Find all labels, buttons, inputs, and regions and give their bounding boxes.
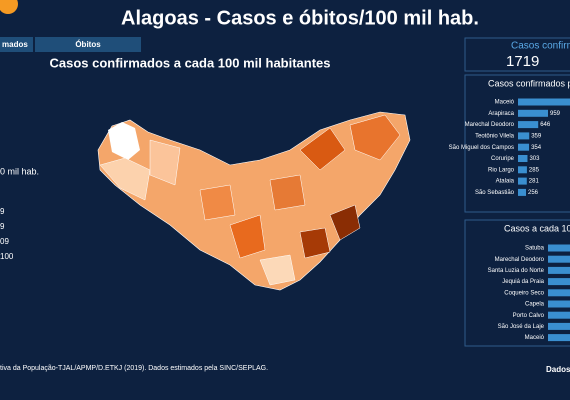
bar-value: 646 [540, 122, 551, 128]
logo [0, 0, 18, 14]
panel [464, 74, 570, 213]
bar [518, 109, 548, 117]
bar [548, 300, 570, 308]
bar-value: 359 [531, 133, 542, 139]
municipality [299, 227, 331, 259]
kpi-value: 1719 [506, 53, 539, 70]
bar [548, 289, 570, 297]
tab-label[interactable]: mados [2, 40, 28, 49]
legend-label: 09 [0, 237, 9, 246]
municipality [99, 157, 151, 201]
title: Alagoas - Casos e óbitos/100 mil hab. [121, 7, 479, 29]
municipality [349, 114, 401, 161]
municipality [108, 122, 140, 160]
legend-title: 0 mil hab. [0, 166, 39, 176]
row-label: Satuba [525, 246, 545, 252]
map [97, 111, 411, 291]
legend-label: 9 [0, 222, 5, 231]
row-label: Rio Largo [488, 167, 515, 173]
municipality [299, 127, 346, 171]
legend-label: 9 [0, 207, 5, 216]
row-label: Coruripe [491, 156, 515, 162]
panel [464, 219, 570, 347]
bar [518, 177, 527, 185]
source-note: tiva da População-TJAL/APMP/D.ETKJ (2019… [0, 365, 268, 372]
bar-value: 959 [550, 111, 561, 117]
bar [548, 244, 570, 252]
row-label: Santa Luzia do Norte [488, 268, 545, 274]
bar-value: 285 [529, 167, 540, 173]
bar [548, 322, 570, 330]
panel-title: Casos a cada 100 [504, 223, 570, 233]
kpi-label: Casos confirm [511, 41, 570, 52]
footer-label: Dados [546, 365, 570, 374]
row-label: São José da Laje [498, 324, 545, 330]
row-label: Maceió [525, 335, 545, 341]
bar [518, 121, 539, 129]
row-label: Teotônio Vilela [475, 133, 515, 139]
municipality [149, 139, 181, 186]
bar [548, 266, 570, 274]
bar [548, 278, 570, 286]
row-label: Maceió [495, 100, 515, 106]
bar [518, 166, 527, 174]
bar-value: 256 [528, 190, 539, 196]
bar [548, 311, 570, 319]
row-label: Atalaia [496, 179, 515, 185]
legend-label: 100 [0, 252, 14, 261]
row-label: Marechal Deodoro [495, 257, 545, 263]
panel-title: Casos confirmados p [488, 78, 570, 88]
tab-label[interactable]: Óbitos [75, 40, 101, 49]
row-label: Marechal Deodoro [465, 122, 515, 128]
tab[interactable] [35, 37, 141, 52]
bar [518, 188, 527, 196]
bar [518, 98, 570, 106]
kpi-card [464, 37, 570, 72]
bar-value: 303 [529, 156, 540, 162]
bar-value: 281 [529, 179, 540, 185]
map-title: Casos confirmados a cada 100 mil habitan… [49, 55, 330, 70]
tab[interactable] [0, 37, 33, 52]
municipality [229, 214, 266, 259]
municipality [269, 174, 306, 211]
bar [548, 255, 570, 263]
bar [548, 334, 570, 342]
bar-value: 354 [531, 145, 542, 151]
row-label: Jequiá da Praia [502, 279, 544, 285]
row-label: Arapiraca [488, 111, 514, 117]
municipality [199, 184, 236, 221]
row-label: Capela [525, 302, 545, 308]
row-label: Coqueiro Seco [504, 290, 544, 296]
bar [518, 155, 528, 162]
row-label: São Sebastião [475, 190, 515, 196]
bar [518, 132, 530, 140]
bar [518, 143, 530, 151]
row-label: Porto Calvo [513, 313, 545, 319]
row-label: São Miguel dos Campos [449, 145, 514, 151]
municipality [329, 204, 361, 241]
municipality [259, 254, 296, 286]
